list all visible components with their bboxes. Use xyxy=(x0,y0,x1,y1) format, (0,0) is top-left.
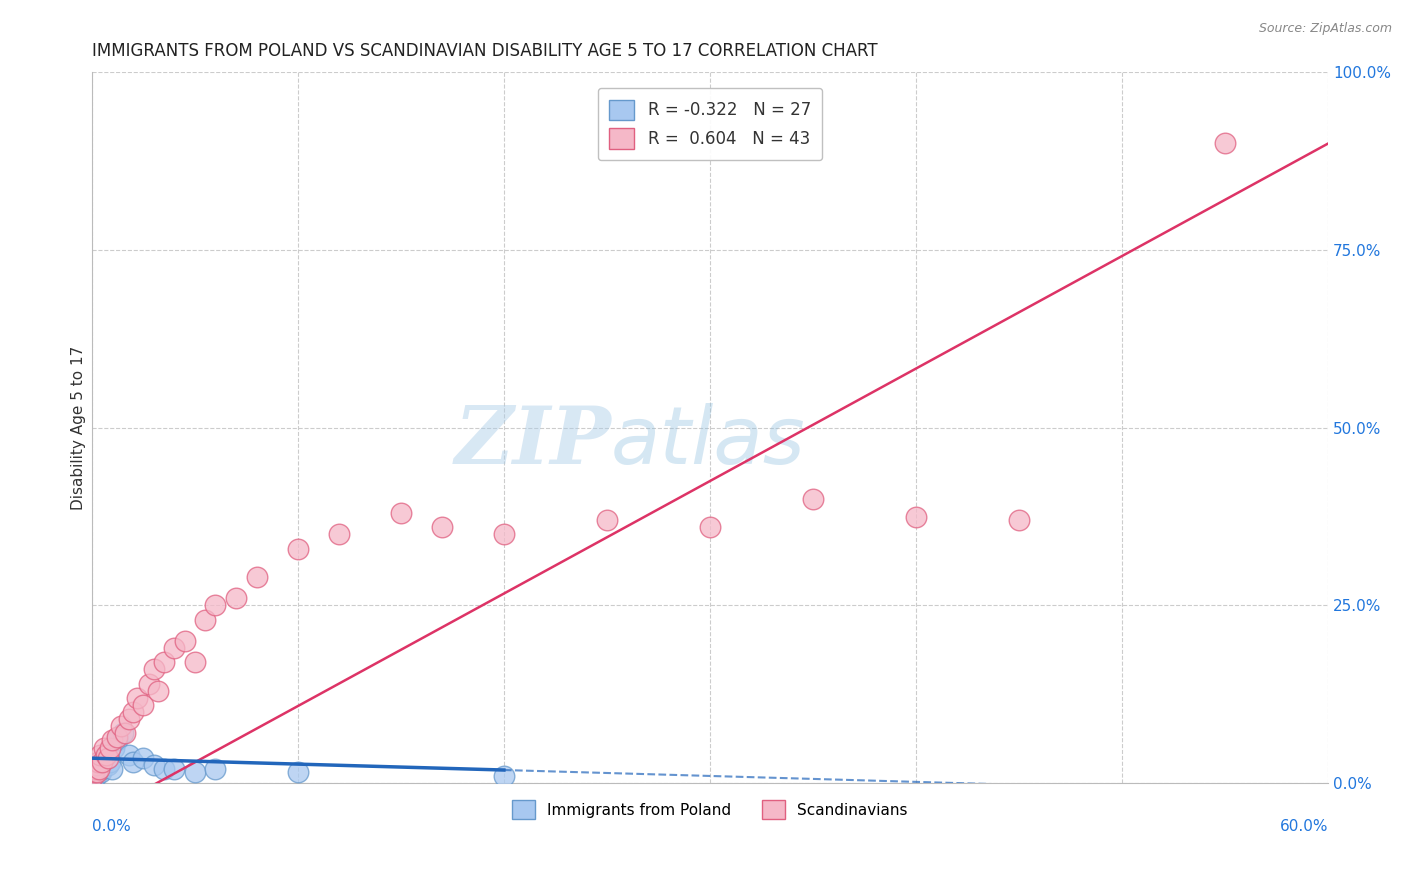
Point xyxy=(101,733,124,747)
Point xyxy=(204,762,226,776)
Point xyxy=(87,765,110,780)
Point xyxy=(96,747,118,762)
Point xyxy=(132,751,155,765)
Point xyxy=(87,755,110,769)
Point xyxy=(163,762,186,776)
Point xyxy=(110,719,132,733)
Point xyxy=(122,705,145,719)
Point xyxy=(114,726,136,740)
Text: atlas: atlas xyxy=(612,403,806,481)
Point xyxy=(1213,136,1236,151)
Point xyxy=(103,740,125,755)
Point xyxy=(90,765,112,780)
Text: Source: ZipAtlas.com: Source: ZipAtlas.com xyxy=(1258,22,1392,36)
Point xyxy=(127,690,149,705)
Point xyxy=(492,769,515,783)
Point xyxy=(153,655,176,669)
Point xyxy=(118,712,141,726)
Point xyxy=(97,751,120,765)
Point xyxy=(93,751,115,765)
Point xyxy=(430,520,453,534)
Text: 0.0%: 0.0% xyxy=(91,819,131,834)
Point xyxy=(105,730,128,744)
Text: ZIP: ZIP xyxy=(454,403,612,481)
Point xyxy=(1008,513,1031,527)
Text: 60.0%: 60.0% xyxy=(1279,819,1329,834)
Point xyxy=(87,762,110,776)
Point xyxy=(492,527,515,541)
Point xyxy=(132,698,155,712)
Point xyxy=(142,662,165,676)
Point xyxy=(84,769,107,783)
Point xyxy=(194,613,217,627)
Point xyxy=(118,747,141,762)
Point xyxy=(84,758,107,772)
Point xyxy=(389,506,412,520)
Point xyxy=(98,740,121,755)
Point xyxy=(111,726,134,740)
Point xyxy=(96,747,118,762)
Point xyxy=(287,765,309,780)
Point xyxy=(89,747,111,762)
Point xyxy=(596,513,619,527)
Text: IMMIGRANTS FROM POLAND VS SCANDINAVIAN DISABILITY AGE 5 TO 17 CORRELATION CHART: IMMIGRANTS FROM POLAND VS SCANDINAVIAN D… xyxy=(91,42,877,60)
Point xyxy=(699,520,721,534)
Point xyxy=(173,634,195,648)
Point xyxy=(89,762,111,776)
Point xyxy=(83,762,105,776)
Point xyxy=(122,755,145,769)
Point xyxy=(204,599,226,613)
Point xyxy=(246,570,269,584)
Point xyxy=(328,527,350,541)
Point xyxy=(905,509,928,524)
Point xyxy=(287,541,309,556)
Point xyxy=(86,758,108,772)
Point xyxy=(97,758,120,772)
Point xyxy=(86,765,108,780)
Point xyxy=(82,769,104,783)
Point xyxy=(163,641,186,656)
Point xyxy=(138,676,160,690)
Point xyxy=(91,755,114,769)
Point xyxy=(83,762,105,776)
Point xyxy=(91,762,114,776)
Point xyxy=(83,765,105,780)
Point xyxy=(142,758,165,772)
Point xyxy=(101,762,124,776)
Point xyxy=(153,762,176,776)
Point xyxy=(93,740,115,755)
Point xyxy=(98,755,121,769)
Point xyxy=(146,683,169,698)
Point xyxy=(105,733,128,747)
Point xyxy=(184,765,207,780)
Y-axis label: Disability Age 5 to 17: Disability Age 5 to 17 xyxy=(72,345,86,510)
Point xyxy=(87,755,110,769)
Point xyxy=(225,591,247,606)
Point xyxy=(801,491,824,506)
Legend: Immigrants from Poland, Scandinavians: Immigrants from Poland, Scandinavians xyxy=(506,794,914,825)
Point xyxy=(184,655,207,669)
Point xyxy=(83,765,105,780)
